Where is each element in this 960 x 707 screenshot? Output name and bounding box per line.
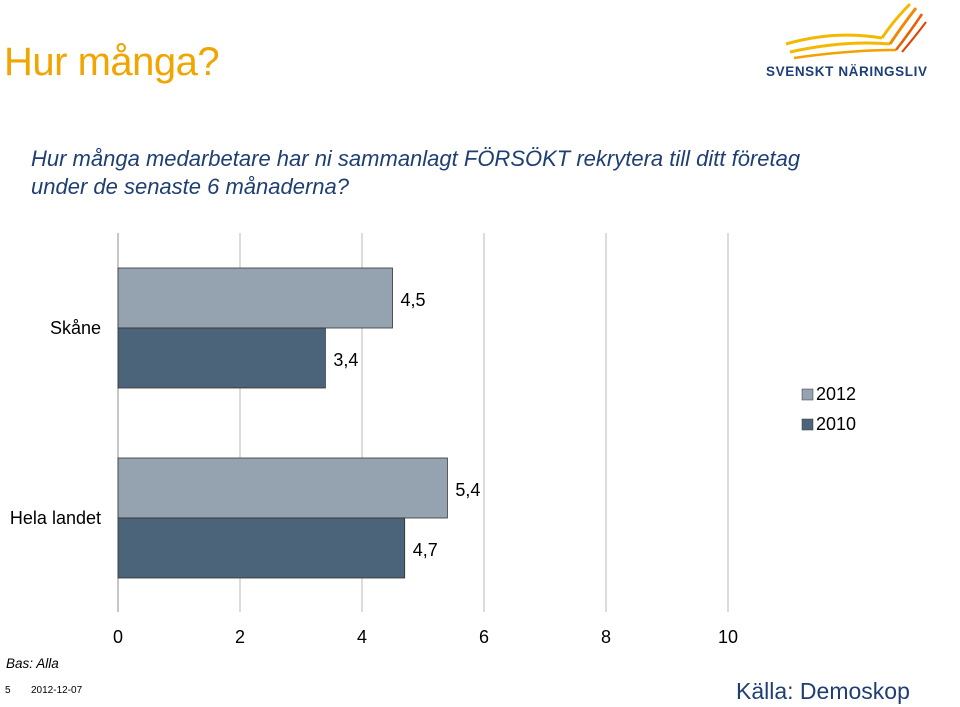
- bar-2012: [117, 267, 393, 329]
- x-tick-label: 8: [601, 627, 611, 647]
- base-note: Bas: Alla: [6, 656, 59, 671]
- legend-swatch-2012: [801, 388, 814, 401]
- bar-2010: [117, 327, 326, 389]
- data-label: 5,4: [455, 480, 480, 500]
- legend-swatch-2010: [801, 418, 814, 431]
- bar-2010: [117, 517, 406, 579]
- category-label: Hela landet: [10, 508, 101, 528]
- svenskt-naringsliv-logo: [785, 2, 927, 60]
- bar-2012: [117, 457, 448, 519]
- x-tick-label: 2: [235, 627, 245, 647]
- data-label: 4,7: [413, 540, 438, 560]
- data-label: 3,4: [333, 350, 358, 370]
- source-note: Källa: Demoskop: [736, 678, 910, 704]
- x-tick-label: 4: [357, 627, 367, 647]
- survey-question: Hur många medarbetare har ni sammanlagt …: [31, 146, 801, 199]
- category-label: Skåne: [50, 318, 101, 338]
- date: 2012-12-07: [31, 685, 83, 696]
- page-title: Hur många?: [4, 40, 220, 84]
- data-label: 4,5: [401, 290, 426, 310]
- x-tick-label: 0: [113, 627, 123, 647]
- legend-label: 2012: [816, 384, 856, 404]
- x-tick-label: 6: [479, 627, 489, 647]
- x-tick-label: 10: [718, 627, 738, 647]
- legend-label: 2010: [816, 414, 856, 434]
- logo-text: SVENSKT NÄRINGSLIV: [766, 64, 928, 79]
- page-number: 5: [5, 685, 11, 696]
